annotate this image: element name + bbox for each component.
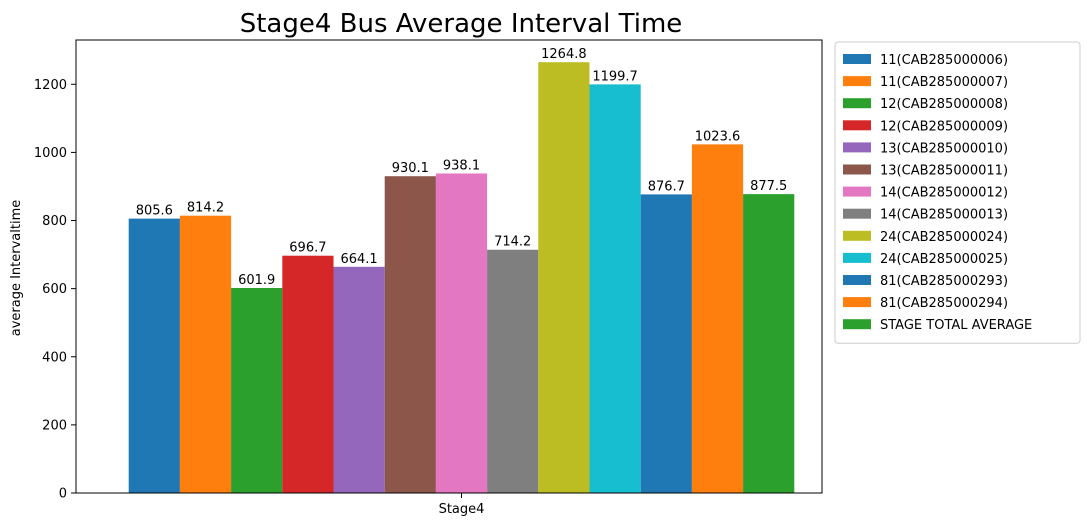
legend-entry-label: 13(CAB285000011) bbox=[880, 164, 1008, 179]
bar-value-label: 814.2 bbox=[187, 201, 224, 216]
bar-4 bbox=[282, 255, 334, 493]
y-tick-label: 600 bbox=[42, 282, 67, 297]
legend-swatch bbox=[843, 230, 871, 241]
bar-11 bbox=[640, 194, 692, 494]
y-tick-label: 1200 bbox=[34, 78, 67, 93]
y-tick-label: 400 bbox=[42, 350, 67, 365]
y-axis: 0 200 400 600 800 1000 1200 bbox=[34, 78, 76, 502]
bar-3 bbox=[231, 287, 283, 493]
y-tick-label: 1000 bbox=[34, 146, 67, 161]
bars-group bbox=[128, 62, 795, 494]
bar-2 bbox=[179, 215, 232, 493]
x-tick-label: Stage4 bbox=[439, 502, 485, 517]
bar-1 bbox=[128, 218, 180, 493]
legend-swatch bbox=[843, 208, 871, 219]
legend-swatch bbox=[843, 120, 871, 131]
legend-entry-label: 11(CAB285000007) bbox=[880, 75, 1008, 90]
legend-swatch bbox=[843, 76, 871, 87]
plot-frame bbox=[75, 39, 823, 494]
legend-entry-label: STAGE TOTAL AVERAGE bbox=[880, 318, 1032, 333]
bar-value-label: 930.1 bbox=[392, 161, 429, 176]
legend-entry-label: 24(CAB285000025) bbox=[880, 252, 1008, 267]
legend-swatch bbox=[843, 275, 871, 285]
y-axis-label: average Intervaltime bbox=[9, 200, 24, 337]
bar-value-label: 938.1 bbox=[443, 158, 480, 173]
legend-box bbox=[834, 41, 1081, 344]
legend-swatch bbox=[843, 98, 871, 109]
bar-8 bbox=[487, 249, 539, 493]
bar-value-label: 714.2 bbox=[494, 235, 531, 250]
legend-entry-label: 14(CAB285000013) bbox=[880, 208, 1008, 223]
bar-10 bbox=[589, 84, 641, 494]
bar-value-label: 696.7 bbox=[289, 241, 326, 256]
legend-entry-label: 11(CAB285000006) bbox=[880, 53, 1008, 68]
legend-entry-label: 12(CAB285000009) bbox=[880, 119, 1008, 134]
bar-7 bbox=[435, 173, 488, 493]
y-tick-label: 200 bbox=[42, 418, 67, 433]
bar-value-label: 1264.8 bbox=[541, 47, 587, 62]
bar-12 bbox=[691, 144, 744, 494]
bar-5 bbox=[333, 266, 385, 493]
legend-entry-label: 81(CAB285000294) bbox=[880, 296, 1008, 311]
legend-entry-label: 24(CAB285000024) bbox=[880, 230, 1008, 245]
legend-swatch bbox=[843, 252, 871, 263]
chart-title: Stage4 Bus Average Interval Time bbox=[240, 9, 683, 39]
legend-entry-label: 13(CAB285000010) bbox=[880, 141, 1008, 156]
bar-value-label: 805.6 bbox=[136, 204, 173, 219]
bar-6 bbox=[384, 176, 436, 493]
x-axis: Stage4 bbox=[439, 493, 485, 517]
bar-value-label: 664.1 bbox=[340, 252, 377, 267]
legend: 11(CAB285000006) 11(CAB285000007) 12(CAB28… bbox=[834, 41, 1081, 344]
legend-entry-label: 14(CAB285000012) bbox=[880, 186, 1008, 201]
bar-value-label: 1199.7 bbox=[592, 69, 638, 84]
legend-swatch bbox=[843, 297, 871, 308]
bar-labels-group: 805.6 814.2 601.9 696.7 664.1 930.1 938.1 714.2… bbox=[136, 47, 788, 288]
bar-9 bbox=[538, 62, 590, 494]
bar-value-label: 877.5 bbox=[750, 179, 787, 194]
legend-swatch bbox=[843, 54, 871, 64]
y-tick-label: 0 bbox=[59, 487, 67, 502]
legend-swatch bbox=[843, 186, 871, 197]
bar-value-label: 601.9 bbox=[238, 273, 275, 288]
legend-swatch bbox=[843, 142, 871, 153]
bar-13 bbox=[743, 194, 795, 493]
bar-value-label: 1023.6 bbox=[695, 129, 741, 144]
y-tick-label: 800 bbox=[42, 214, 67, 229]
bar-value-label: 876.7 bbox=[648, 179, 685, 194]
legend-swatch bbox=[843, 319, 871, 330]
legend-entry-label: 12(CAB285000008) bbox=[880, 97, 1008, 112]
legend-swatch bbox=[843, 164, 871, 175]
legend-entry-label: 81(CAB285000293) bbox=[880, 274, 1008, 289]
